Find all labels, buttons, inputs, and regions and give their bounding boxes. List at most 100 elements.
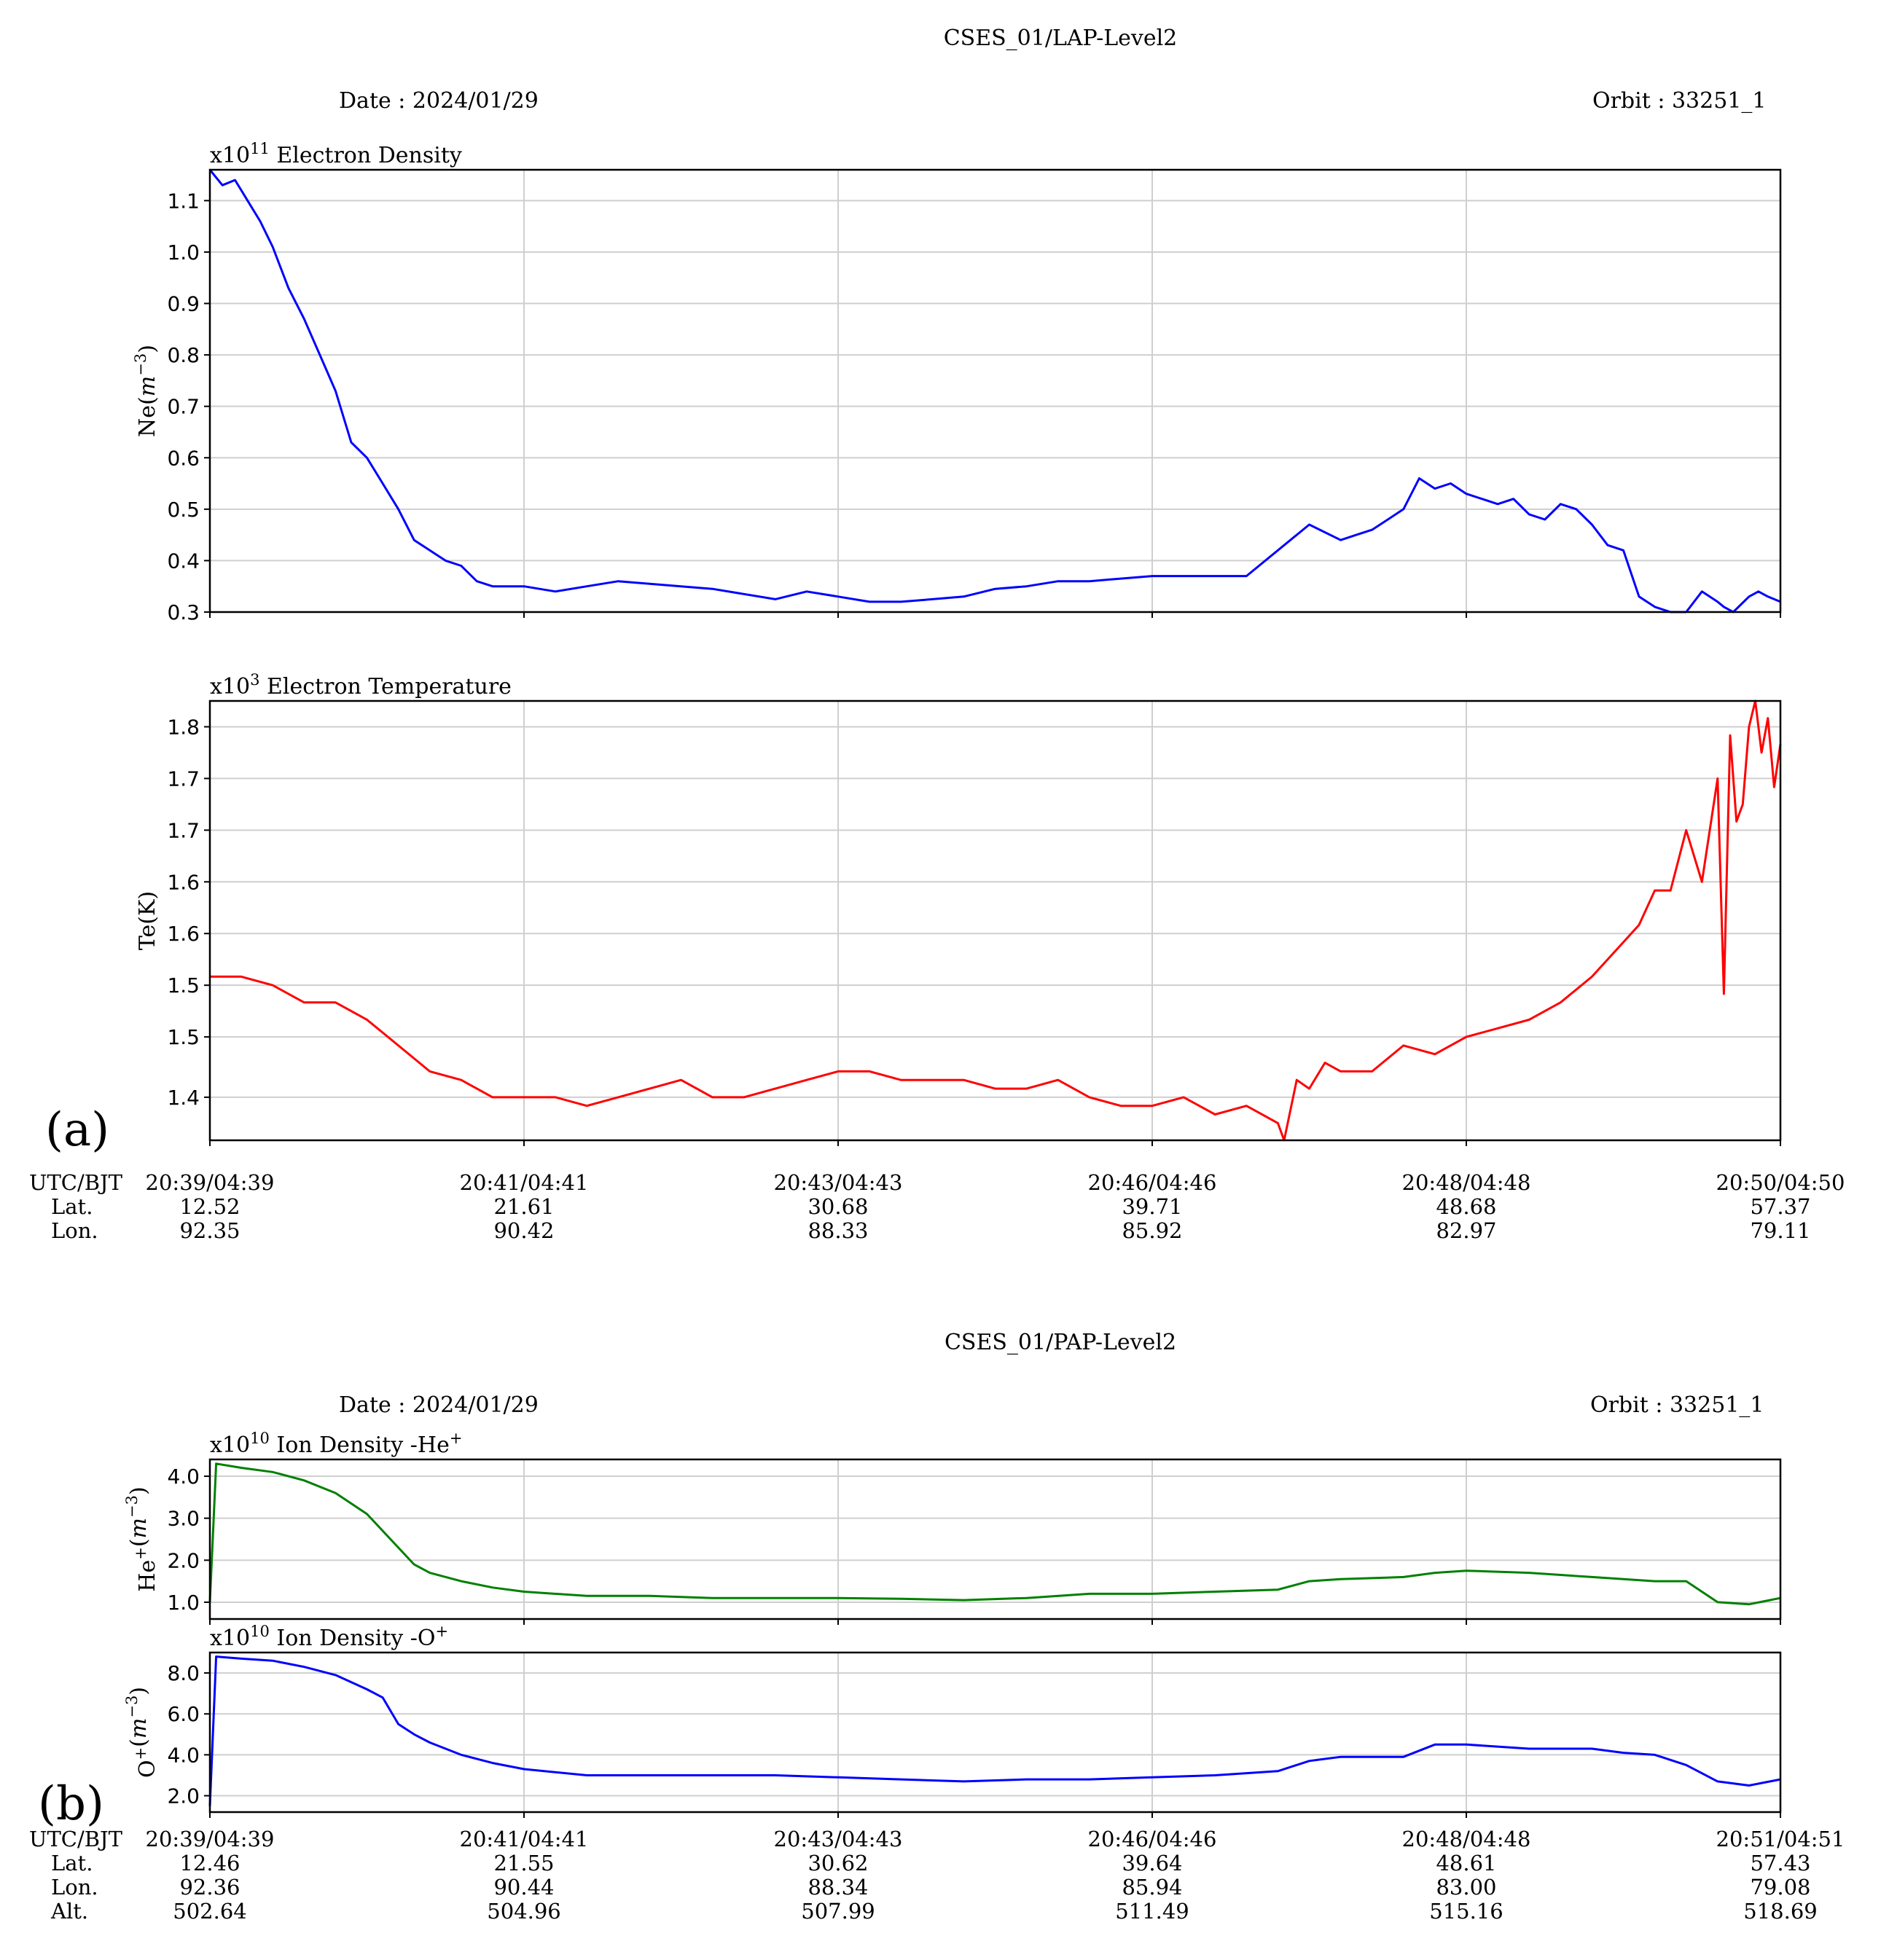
info-alt-value: 507.99 <box>801 1899 875 1924</box>
info-lat-value: 48.68 <box>1436 1194 1496 1219</box>
figure-b-orbit: Orbit : 33251_1 <box>1590 1392 1764 1418</box>
data-point <box>1701 590 1703 592</box>
data-point <box>837 1070 840 1073</box>
data-point <box>491 1762 494 1764</box>
y-axis-label-close-paren: ) <box>126 1687 152 1696</box>
data-point <box>774 1087 777 1090</box>
data-point <box>1716 777 1718 780</box>
data-point <box>1025 1087 1028 1090</box>
data-point <box>1088 1096 1091 1099</box>
data-point <box>680 585 682 587</box>
data-point <box>381 482 384 485</box>
data-point <box>1591 976 1593 978</box>
y-tick-label: 1.8 <box>167 715 200 739</box>
y-tick-label: 4.0 <box>167 1743 200 1767</box>
data-point <box>1088 1593 1091 1595</box>
data-point <box>1151 1105 1154 1107</box>
data-point <box>554 590 557 592</box>
data-point <box>1716 1780 1718 1783</box>
y-tick-label: 0.7 <box>167 395 200 419</box>
data-point <box>381 1696 384 1698</box>
data-point <box>1638 924 1641 926</box>
data-point <box>963 1599 965 1602</box>
data-point <box>1182 575 1185 577</box>
info-time-value: 20:48/04:48 <box>1402 1827 1531 1851</box>
plot-frame <box>208 168 1782 614</box>
data-point <box>1434 1572 1436 1574</box>
info-lat-value: 21.61 <box>493 1194 554 1219</box>
data-point <box>1528 1572 1530 1574</box>
y-tick-label: 0.6 <box>167 446 200 470</box>
y-tick-label: 1.4 <box>167 1086 200 1110</box>
y-axis-label-name: Te(K) <box>135 891 160 950</box>
info-alt-value: 502.64 <box>173 1899 246 1924</box>
data-point <box>1767 595 1769 597</box>
data-point <box>1277 549 1279 552</box>
data-point <box>335 1674 337 1677</box>
data-point <box>1277 1588 1279 1591</box>
info-lat-value: 48.61 <box>1436 1851 1496 1875</box>
data-point <box>413 539 415 541</box>
data-point <box>1496 1027 1499 1030</box>
data-point <box>523 1768 525 1771</box>
info-alt-value: 515.16 <box>1429 1899 1503 1924</box>
panel-title-exponent: 10 <box>250 1430 270 1447</box>
info-time-value: 20:43/04:43 <box>774 1827 903 1851</box>
y-axis-label-unit: m <box>126 1518 152 1538</box>
data-point <box>586 585 588 587</box>
data-point <box>837 1597 840 1599</box>
data-point <box>774 1597 777 1599</box>
data-point <box>586 1774 588 1776</box>
data-point <box>1025 1778 1028 1781</box>
data-point <box>397 1723 399 1725</box>
data-point <box>1402 1044 1405 1047</box>
data-point <box>649 1087 651 1090</box>
info-time-value: 20:51/04:51 <box>1716 1827 1845 1851</box>
y-axis-label: He+(m−3) <box>123 1486 160 1591</box>
data-point <box>1355 533 1358 536</box>
data-point <box>1723 605 1725 608</box>
data-point <box>963 1780 965 1783</box>
data-point <box>287 287 289 289</box>
y-axis-label-unit-exp: −3 <box>123 1696 141 1718</box>
y-axis-label-unit-exp: −3 <box>123 1495 141 1518</box>
data-point <box>429 549 431 552</box>
data-point <box>1528 1747 1530 1750</box>
data-point <box>837 595 840 597</box>
info-lat-value: 12.52 <box>179 1194 240 1219</box>
y-axis-label-name: He <box>135 1560 160 1592</box>
info-lon-value: 83.00 <box>1436 1875 1496 1900</box>
data-point <box>711 1096 713 1099</box>
y-tick-label: 8.0 <box>167 1661 200 1685</box>
data-point <box>586 1105 588 1107</box>
panel-title-text: Electron Temperature <box>259 674 511 699</box>
info-lon-value: 79.08 <box>1750 1875 1810 1900</box>
data-point <box>366 457 368 459</box>
data-point <box>1560 503 1562 505</box>
info-alt-value: 518.69 <box>1743 1899 1817 1924</box>
data-point <box>1296 1079 1298 1081</box>
y-tick-label: 0.4 <box>167 549 200 573</box>
data-point <box>1654 605 1656 608</box>
info-lat-value: 12.46 <box>179 1851 240 1875</box>
panel-title: x1010 Ion Density -O+ <box>210 1623 448 1651</box>
panel-label-a: (a) <box>45 1103 109 1157</box>
data-point <box>1622 1578 1624 1580</box>
data-point <box>1323 1062 1326 1064</box>
data-point <box>1277 1770 1279 1772</box>
data-point <box>1057 1079 1059 1081</box>
data-point <box>1245 1105 1248 1107</box>
panel-title-exponent: 3 <box>250 671 259 689</box>
info-row-label: Alt. <box>50 1899 88 1924</box>
data-point <box>397 1546 399 1549</box>
panel-title-prefix: x10 <box>210 143 250 168</box>
data-point <box>445 560 447 562</box>
data-point <box>234 179 236 181</box>
data-point <box>1560 1001 1562 1004</box>
data-point <box>1622 1752 1624 1754</box>
y-tick-label: 1.0 <box>167 240 200 264</box>
data-point <box>1465 1035 1468 1038</box>
data-point <box>1654 1580 1656 1583</box>
info-lat-value: 57.43 <box>1750 1851 1810 1875</box>
info-lat-value: 30.68 <box>807 1194 868 1219</box>
